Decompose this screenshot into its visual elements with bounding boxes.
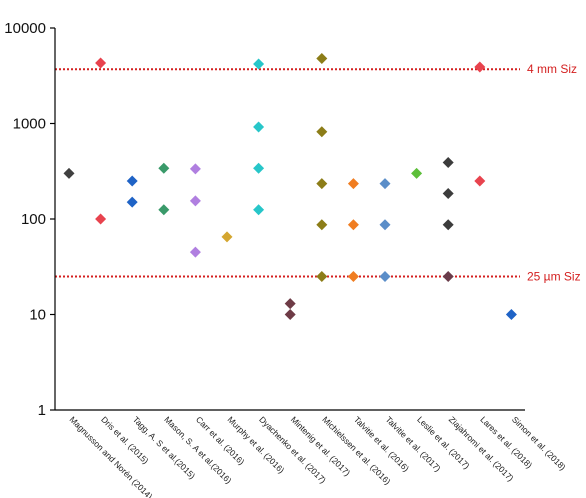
data-point [221,231,233,243]
data-point [316,219,328,231]
data-point [474,61,486,73]
data-point [253,204,265,216]
data-point [253,121,265,133]
x-tick-labels: Magnusson and Norén (2014)Dris et al. (2… [68,414,568,498]
data-point [158,162,170,174]
data-point [411,167,423,179]
y-tick-label: 10000 [4,20,46,37]
reference-line-label: 25 µm Siz [527,269,581,283]
reference-lines: 4 mm Siz 25 µm Siz [55,62,581,283]
data-point [284,298,296,310]
data-point [316,52,328,64]
data-point [347,270,359,282]
data-point [316,126,328,138]
data-point [442,219,454,231]
data-point [379,219,391,231]
data-point [442,157,454,169]
y-tick-label: 1000 [13,116,46,133]
data-point [63,167,75,179]
y-tick-label: 100 [21,211,46,228]
data-point [379,178,391,190]
x-tick-label: Simon et al. (2018) [510,414,568,472]
x-tick-label: Mintenig et al. (2017) [289,414,353,478]
data-points [63,52,517,320]
data-point [95,57,107,69]
data-point [126,196,138,208]
data-point [253,162,265,174]
data-point [158,204,170,216]
data-point [442,270,454,282]
y-tick-label: 1 [38,402,46,419]
data-point [189,163,201,175]
data-point [505,309,517,320]
axes [54,28,525,411]
y-ticks: 1 10 100 1000 10000 [4,20,55,419]
data-point [189,195,201,207]
data-point [284,309,296,320]
data-point [316,178,328,190]
data-point [189,246,201,258]
y-tick-label: 10 [29,307,46,324]
data-point [253,58,265,70]
x-tick-label: Talvitie et al. (2017) [384,414,443,473]
data-point [347,178,359,190]
data-point [379,270,391,282]
data-point [316,270,328,282]
data-point [95,213,107,225]
x-tick-label: Murphy et al. (2016) [226,414,287,475]
data-point [126,175,138,187]
reference-line-label: 4 mm Siz [527,62,577,76]
x-tick-label: Talvitie et al. (2016) [352,414,411,473]
data-point [474,175,486,187]
data-point [442,187,454,199]
data-point [347,219,359,231]
